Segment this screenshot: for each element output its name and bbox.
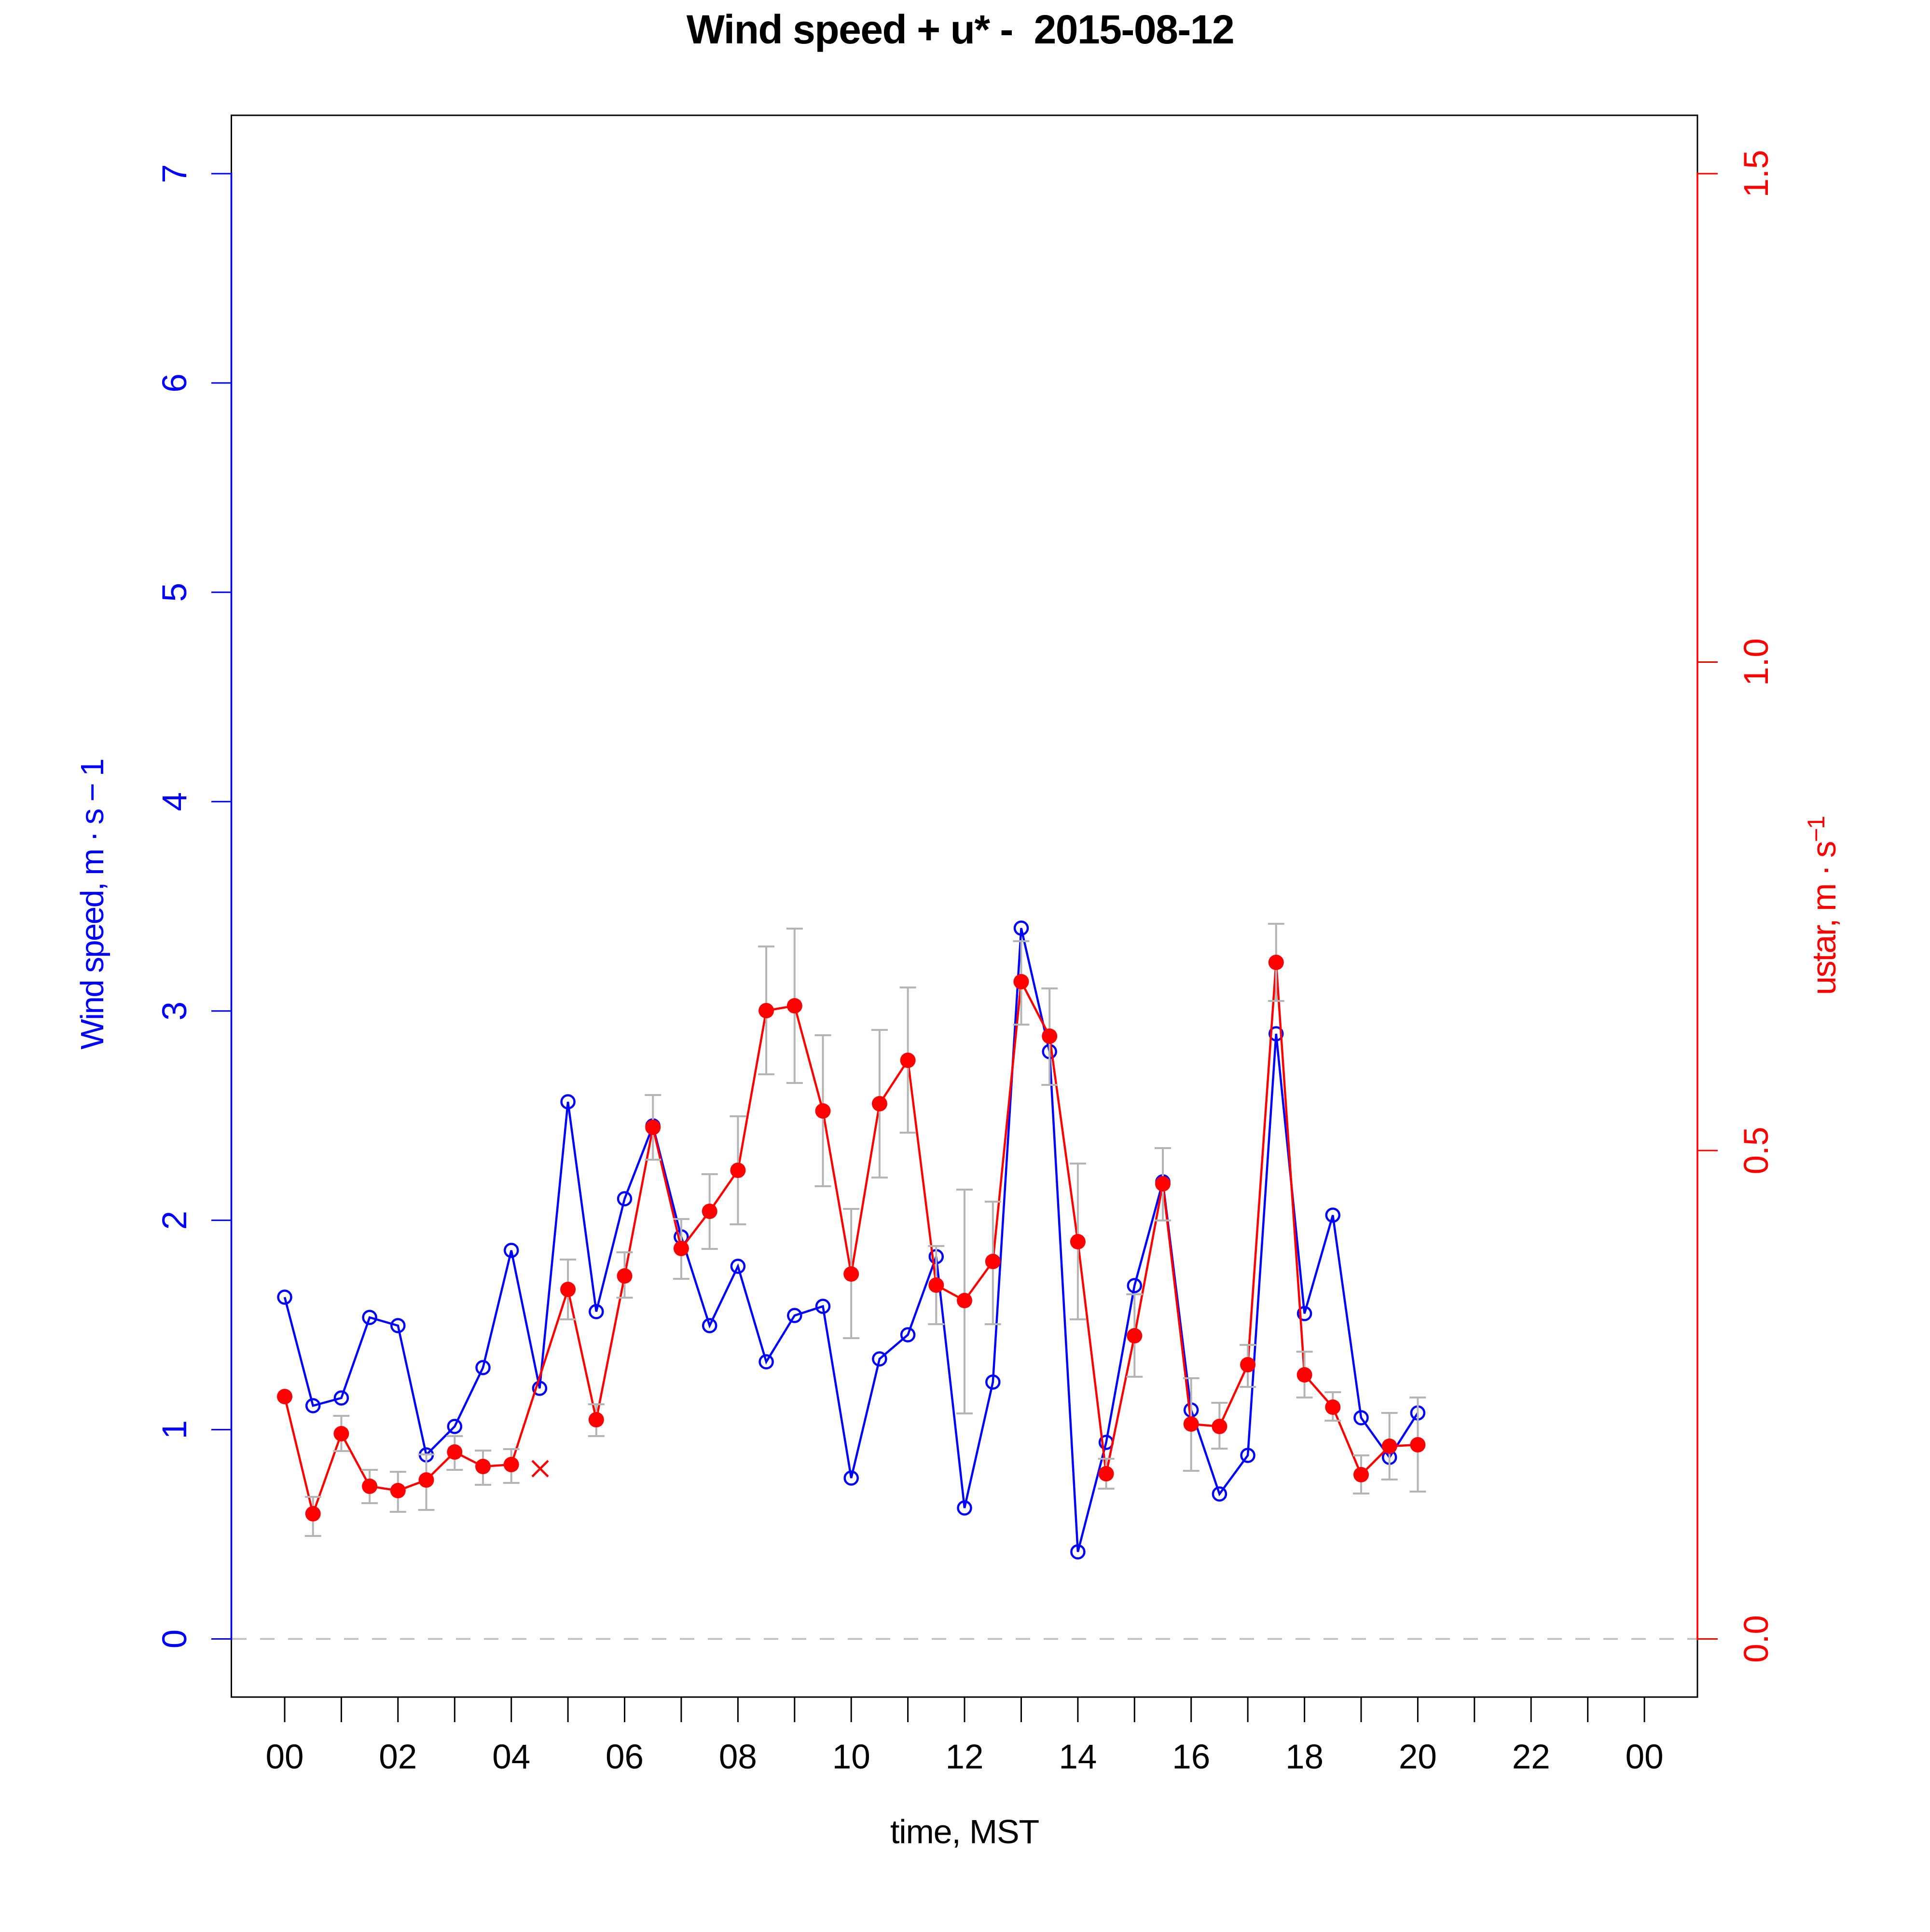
- svg-text:00: 00: [266, 1738, 304, 1776]
- svg-text:02: 02: [379, 1738, 417, 1776]
- svg-text:22: 22: [1512, 1738, 1550, 1776]
- svg-text:ustar, m · s−1: ustar, m · s−1: [1803, 817, 1843, 995]
- svg-text:7: 7: [156, 164, 194, 183]
- svg-text:18: 18: [1285, 1738, 1323, 1776]
- svg-text:5: 5: [156, 583, 194, 602]
- svg-text:12: 12: [946, 1738, 984, 1776]
- svg-text:00: 00: [1626, 1738, 1664, 1776]
- svg-text:4: 4: [156, 792, 194, 811]
- svg-text:2: 2: [156, 1211, 194, 1230]
- svg-text:1.5: 1.5: [1737, 150, 1776, 198]
- svg-text:3: 3: [156, 1001, 194, 1021]
- svg-text:1: 1: [156, 1420, 194, 1439]
- svg-text:0.0: 0.0: [1737, 1615, 1776, 1663]
- svg-text:0: 0: [156, 1630, 194, 1649]
- svg-text:14: 14: [1059, 1738, 1097, 1776]
- svg-text:16: 16: [1172, 1738, 1210, 1776]
- svg-text:1.0: 1.0: [1737, 638, 1776, 686]
- svg-text:04: 04: [492, 1738, 530, 1776]
- svg-text:Wind speed, m · s − 1: Wind speed, m · s − 1: [74, 759, 110, 1049]
- svg-text:Wind speed + u* - 2015-08-12: Wind speed + u* - 2015-08-12: [687, 7, 1234, 52]
- svg-text:20: 20: [1399, 1738, 1437, 1776]
- svg-text:0.5: 0.5: [1737, 1127, 1776, 1175]
- svg-text:06: 06: [606, 1738, 644, 1776]
- svg-text:time, MST: time, MST: [890, 1813, 1039, 1850]
- svg-text:10: 10: [832, 1738, 870, 1776]
- svg-text:08: 08: [719, 1738, 757, 1776]
- svg-text:6: 6: [156, 373, 194, 393]
